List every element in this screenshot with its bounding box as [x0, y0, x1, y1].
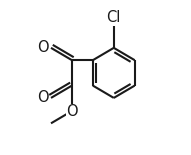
Text: Cl: Cl: [107, 10, 121, 25]
Text: O: O: [37, 90, 49, 105]
Text: O: O: [66, 104, 78, 119]
Text: O: O: [37, 40, 49, 55]
